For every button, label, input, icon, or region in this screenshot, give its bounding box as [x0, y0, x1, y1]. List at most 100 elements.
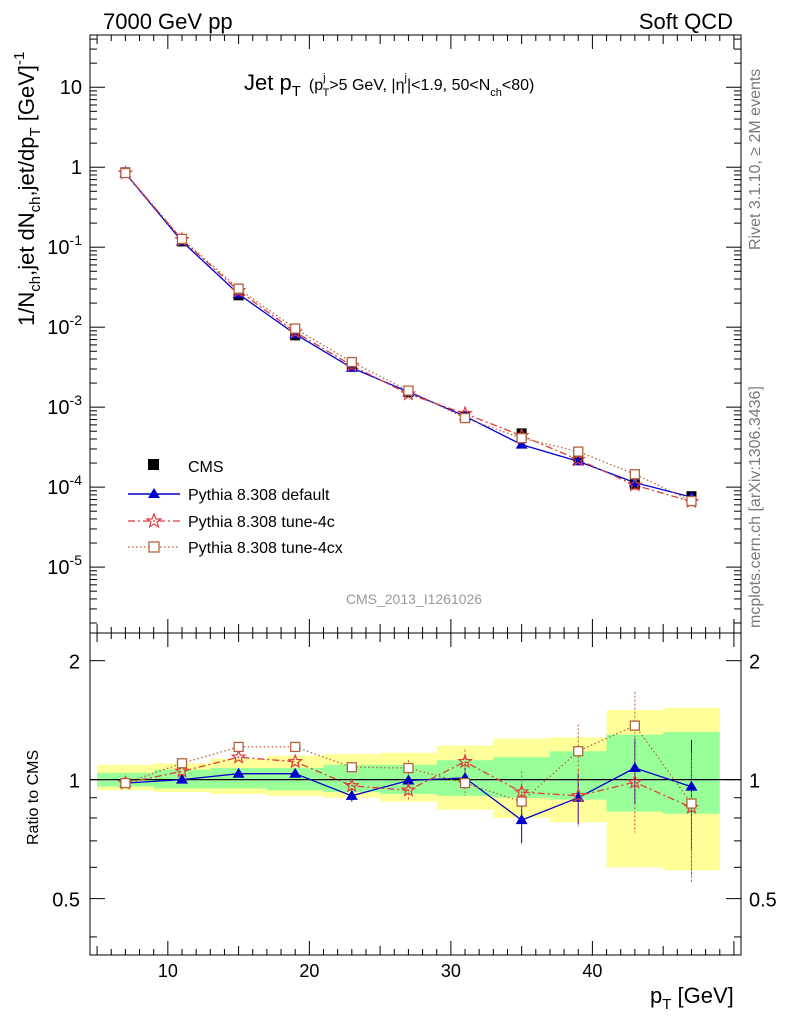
- main-point-series-3: [573, 446, 584, 457]
- x-tick-label: 40: [582, 961, 602, 981]
- x-tick-label: 30: [441, 961, 461, 981]
- side-label-bottom: mcplots.cern.ch [arXiv:1306.3436]: [747, 386, 764, 628]
- legend-default-label: Pythia 8.308 default: [188, 487, 330, 504]
- main-point-series-3: [516, 432, 527, 444]
- ratio-plot: 10 20 30 40 0.5 1 2 0.5 1 2: [52, 633, 777, 981]
- title-cut-p-sup: j: [322, 72, 325, 84]
- main-point-series-3: [176, 233, 188, 245]
- ratio-point-series-1: [402, 774, 415, 785]
- title-cut-nch-sub: ch: [490, 87, 502, 99]
- main-series-line-3: [124, 172, 692, 502]
- legend-4cx-label: Pythia 8.308 tune-4cx: [188, 540, 343, 557]
- ratio-series-line-2: [125, 756, 692, 809]
- main-plot: 10-5 10-4 10-3 10-2 10-1 1 10: [47, 35, 741, 633]
- x-tick-label: 20: [299, 961, 319, 981]
- legend-item-default: Pythia 8.308 default: [128, 487, 330, 504]
- header-right: Soft QCD: [639, 9, 733, 34]
- ratio-point-series-3: [346, 762, 357, 773]
- main-series-line-1: [124, 172, 692, 498]
- y-tick-label: 10-1: [47, 232, 82, 259]
- y-tick-label: 10-4: [47, 472, 82, 499]
- ratio-point-series-3: [403, 762, 414, 774]
- main-point-series-3: [233, 283, 244, 294]
- ratio-point-series-3: [176, 758, 188, 769]
- ratio-point-series-2: [287, 753, 303, 769]
- y-tick-label: 10: [60, 77, 82, 99]
- ratio-point-series-2: [174, 763, 190, 778]
- main-point-series-3: [290, 323, 301, 334]
- legend-item-tune-4cx: Pythia 8.308 tune-4cx: [128, 540, 343, 557]
- ratio-point-series-3: [629, 720, 641, 731]
- header-left: 7000 GeV pp: [103, 9, 233, 34]
- title-main: Jet p: [244, 70, 292, 95]
- ratio-point-series-3: [233, 741, 244, 753]
- legend-item-tune-4c: Pythia 8.308 tune-4c: [128, 512, 335, 531]
- y-tick-label: 10-3: [47, 392, 82, 419]
- main-point-series-2: [627, 476, 643, 492]
- ratio-y-tick-label-right: 1: [749, 771, 760, 793]
- ratio-y-tick-label-right: 2: [749, 652, 760, 674]
- ratio-point-series-3: [290, 741, 301, 753]
- legend-default-marker: [148, 488, 160, 498]
- title-cut-eta-sup: j: [403, 72, 406, 84]
- legend-4c-label: Pythia 8.308 tune-4c: [188, 514, 335, 531]
- plot-title: Jet pT (pj T>5 GeV, |ηj|<1.9, 50<Nch<80): [244, 70, 534, 100]
- ratio-point-series-1: [289, 767, 302, 778]
- ratio-y-tick-label-left: 2: [69, 652, 80, 674]
- main-point-series-3: [629, 469, 641, 480]
- y-tick-label: 1: [71, 157, 82, 179]
- legend-cms-marker: [148, 459, 159, 470]
- ratio-point-series-1: [345, 789, 358, 800]
- ratio-point-series-1: [515, 814, 528, 825]
- ratio-y-axis-label: Ratio to CMS: [25, 750, 42, 845]
- ratio-point-series-3: [120, 777, 131, 789]
- ratio-y-tick-label-left: 1: [69, 771, 80, 793]
- ratio-point-series-2: [457, 753, 473, 769]
- title-cut-rest1: >5 GeV, |η: [329, 77, 404, 94]
- y-tick-label: 10-2: [47, 312, 82, 339]
- main-point-series-3: [459, 412, 471, 424]
- ratio-point-series-1: [232, 767, 245, 778]
- title-cut-rest2: |<1.9, 50<N: [407, 77, 490, 94]
- y-tick-label: 10-5: [47, 552, 82, 579]
- ratio-point-series-2: [230, 749, 247, 764]
- ratio-point-series-2: [513, 783, 530, 799]
- ratio-y-tick-label-right: 0.5: [749, 890, 777, 912]
- x-tick-label: 10: [158, 961, 178, 981]
- title-main-sub: T: [292, 83, 301, 100]
- watermark: CMS_2013_I1261026: [346, 591, 482, 607]
- ratio-frame: [89, 632, 742, 956]
- legend: CMS Pythia 8.308 default Pythia 8.308 tu…: [128, 459, 343, 557]
- main-point-series-3: [120, 167, 131, 179]
- title-cut-rest3: <80): [502, 77, 534, 94]
- legend-item-cms: CMS: [148, 459, 224, 476]
- main-point-series-1: [515, 438, 528, 449]
- legend-4cx-marker: [148, 541, 160, 553]
- side-label-top: Rivet 3.1.10, ≥ 2M events: [747, 69, 764, 250]
- ratio-point-series-3: [459, 777, 471, 789]
- ratio-y-tick-label-left: 0.5: [52, 890, 80, 912]
- ratio-point-series-1: [628, 762, 641, 773]
- ratio-point-series-1: [175, 773, 188, 784]
- main-point-series-3: [403, 385, 414, 396]
- title-cut-p: (p: [309, 77, 323, 94]
- legend-cms-label: CMS: [188, 459, 224, 476]
- ratio-point-series-1: [685, 780, 698, 791]
- main-point-series-2: [570, 451, 586, 467]
- ratio-point-series-2: [570, 787, 586, 803]
- x-axis-label: pT [GeV]: [650, 983, 734, 1013]
- main-series-line-2: [124, 172, 692, 503]
- ratio-point-series-2: [627, 774, 643, 789]
- ratio-point-series-3: [516, 796, 527, 807]
- legend-4c-marker: [145, 512, 163, 529]
- y-axis-label: 1/Nch,jet dNch,jet/dpT [GeV]-1: [11, 52, 44, 326]
- band-green: [493, 757, 550, 798]
- ratio-point-series-2: [400, 782, 417, 797]
- ratio-point-series-2: [343, 777, 360, 793]
- main-point-series-3: [686, 495, 697, 507]
- ratio-point-series-3: [573, 746, 584, 757]
- ratio-point-series-3: [686, 798, 697, 809]
- title-cut-p-sub: T: [323, 87, 330, 99]
- main-point-series-3: [346, 356, 357, 368]
